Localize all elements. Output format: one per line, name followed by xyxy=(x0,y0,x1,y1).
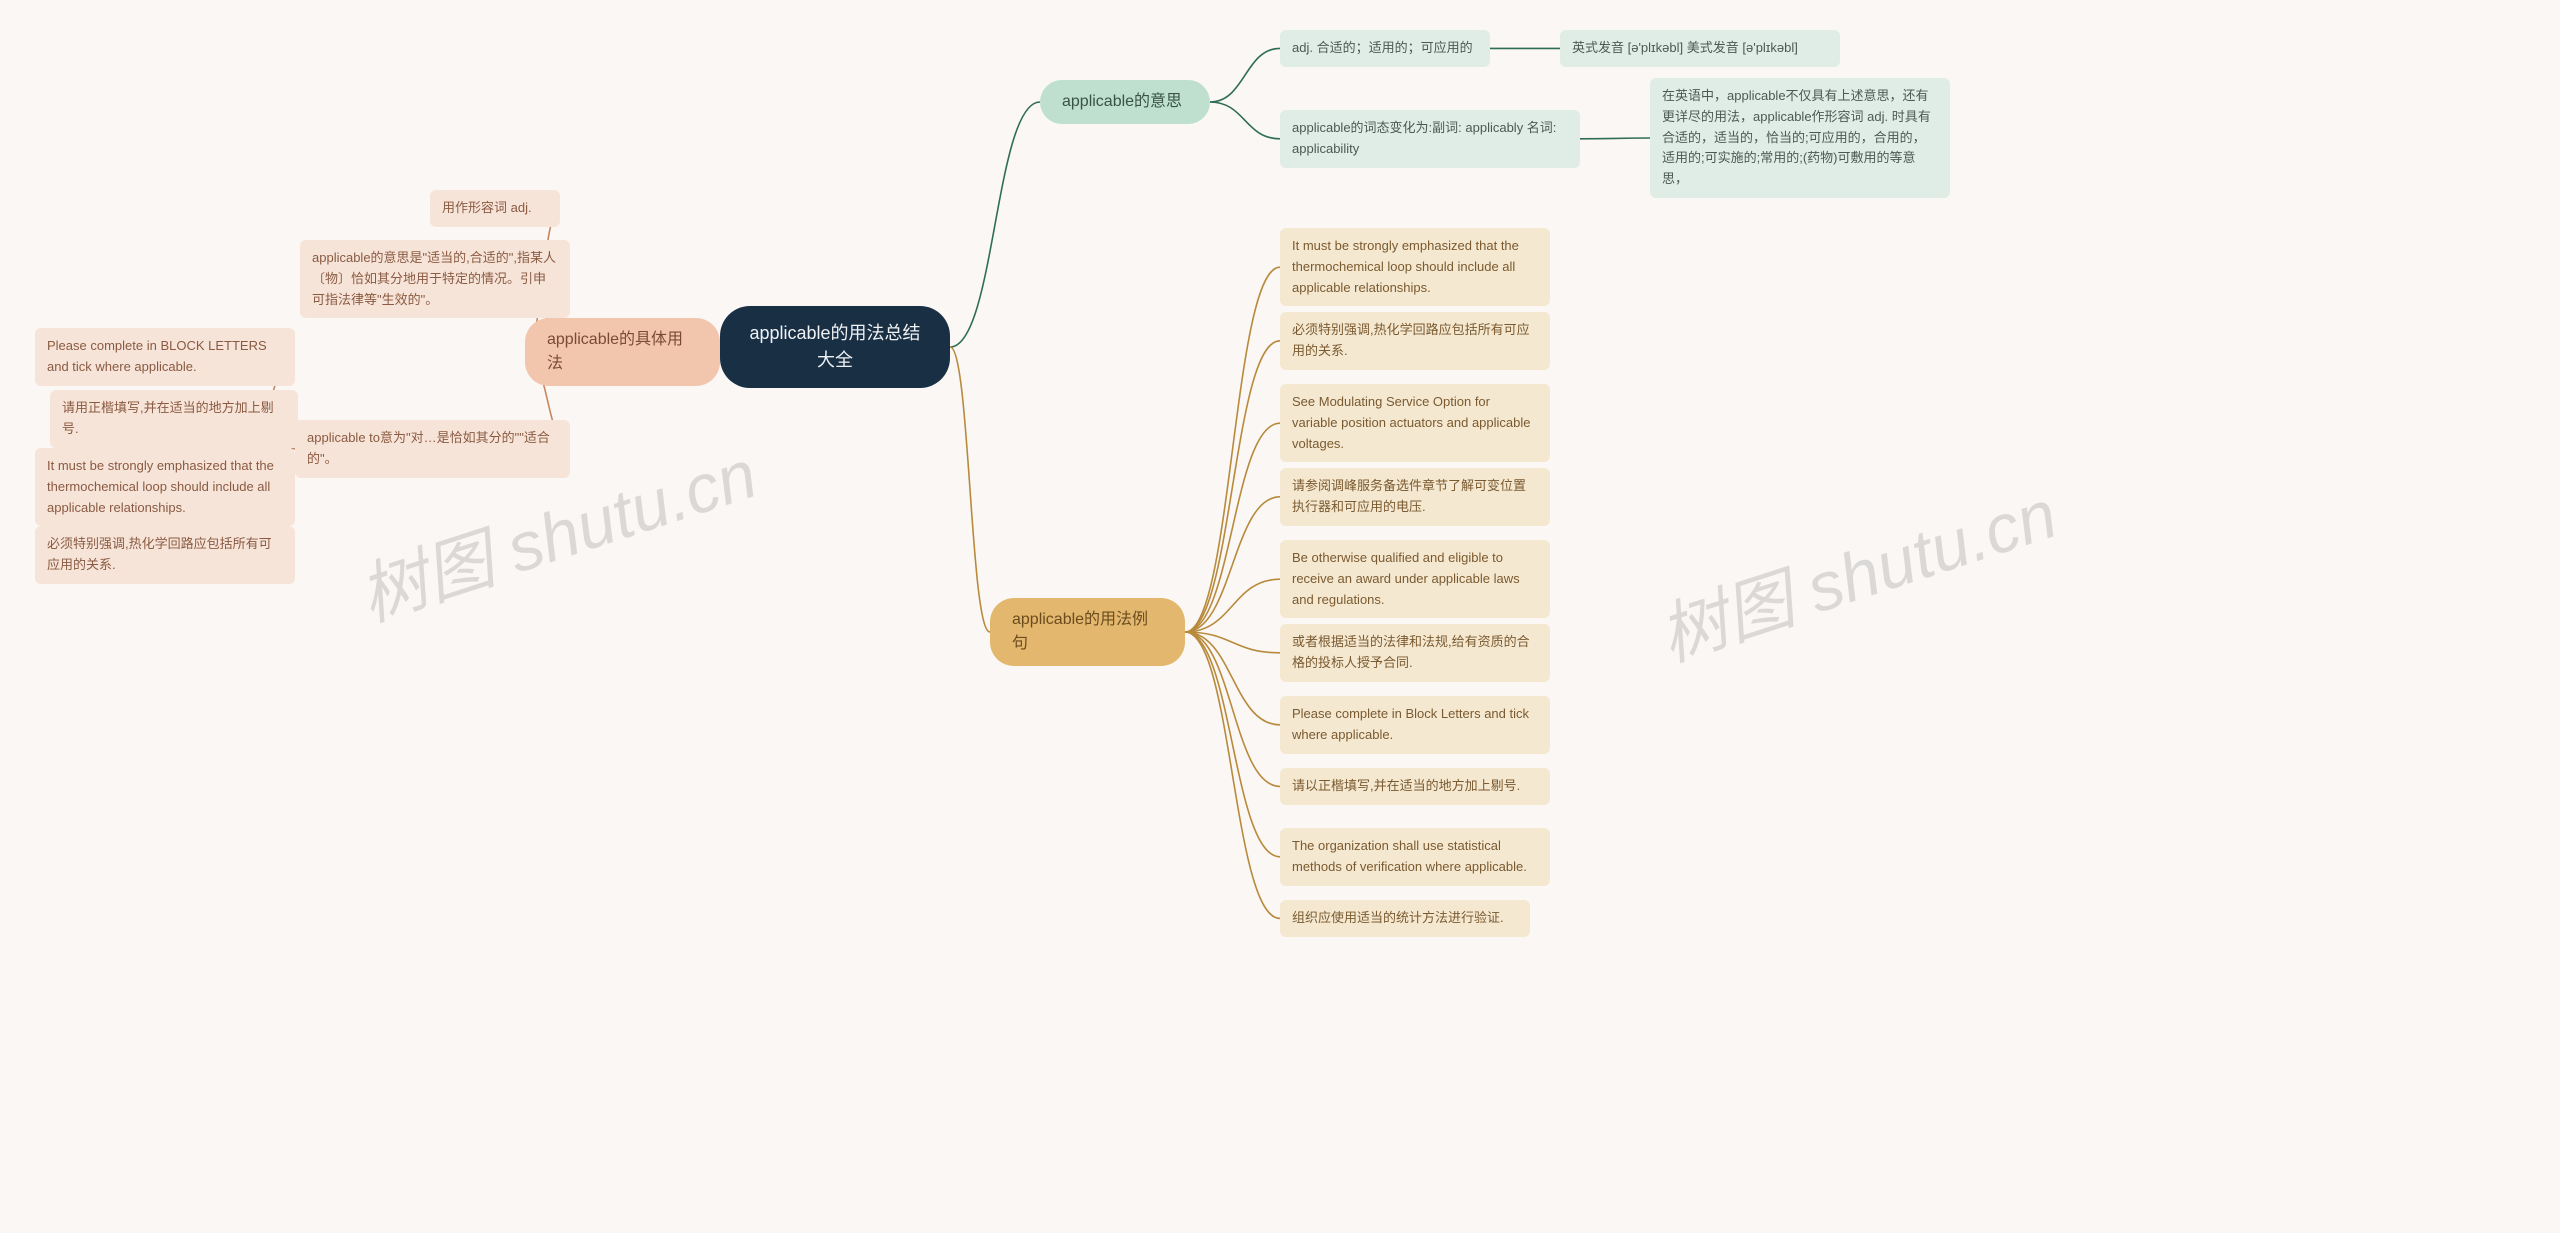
mindmap-node: It must be strongly emphasized that the … xyxy=(1280,228,1550,306)
mindmap-node: Be otherwise qualified and eligible to r… xyxy=(1280,540,1550,618)
mindmap-node: 组织应使用适当的统计方法进行验证. xyxy=(1280,900,1530,937)
mindmap-node: 英式发音 [ə'plɪkəbl] 美式发音 [ə'plɪkəbl] xyxy=(1560,30,1840,67)
mindmap-node: applicable的用法例句 xyxy=(990,598,1185,666)
mindmap-node: 必须特别强调,热化学回路应包括所有可应用的关系. xyxy=(1280,312,1550,370)
mindmap-node: 请用正楷填写,并在适当的地方加上剔号. xyxy=(50,390,298,448)
mindmap-node: applicable的用法总结大全 xyxy=(720,306,950,388)
mindmap-node: applicable的具体用法 xyxy=(525,318,720,386)
mindmap-node: adj. 合适的；适用的；可应用的 xyxy=(1280,30,1490,67)
mindmap-node: The organization shall use statistical m… xyxy=(1280,828,1550,886)
mindmap-node: Please complete in Block Letters and tic… xyxy=(1280,696,1550,754)
mindmap-node: 用作形容词 adj. xyxy=(430,190,560,227)
mindmap-node: See Modulating Service Option for variab… xyxy=(1280,384,1550,462)
connector-layer xyxy=(0,0,2560,1233)
mindmap-node: 或者根据适当的法律和法规,给有资质的合格的投标人授予合同. xyxy=(1280,624,1550,682)
mindmap-node: applicable的意思是"适当的,合适的",指某人〔物〕恰如其分地用于特定的… xyxy=(300,240,570,318)
mindmap-node: applicable to意为"对…是恰如其分的""适合的"。 xyxy=(295,420,570,478)
mindmap-node: 必须特别强调,热化学回路应包括所有可应用的关系. xyxy=(35,526,295,584)
mindmap-node: Please complete in BLOCK LETTERS and tic… xyxy=(35,328,295,386)
mindmap-node: 请以正楷填写,并在适当的地方加上剔号. xyxy=(1280,768,1550,805)
mindmap-node: It must be strongly emphasized that the … xyxy=(35,448,295,526)
watermark: 树图 shutu.cn xyxy=(1645,459,2067,680)
mindmap-node: 在英语中，applicable不仅具有上述意思，还有更详尽的用法，applica… xyxy=(1650,78,1950,198)
mindmap-node: applicable的意思 xyxy=(1040,80,1210,124)
mindmap-node: 请参阅调峰服务备选件章节了解可变位置执行器和可应用的电压. xyxy=(1280,468,1550,526)
mindmap-node: applicable的词态变化为:副词: applicably 名词: appl… xyxy=(1280,110,1580,168)
